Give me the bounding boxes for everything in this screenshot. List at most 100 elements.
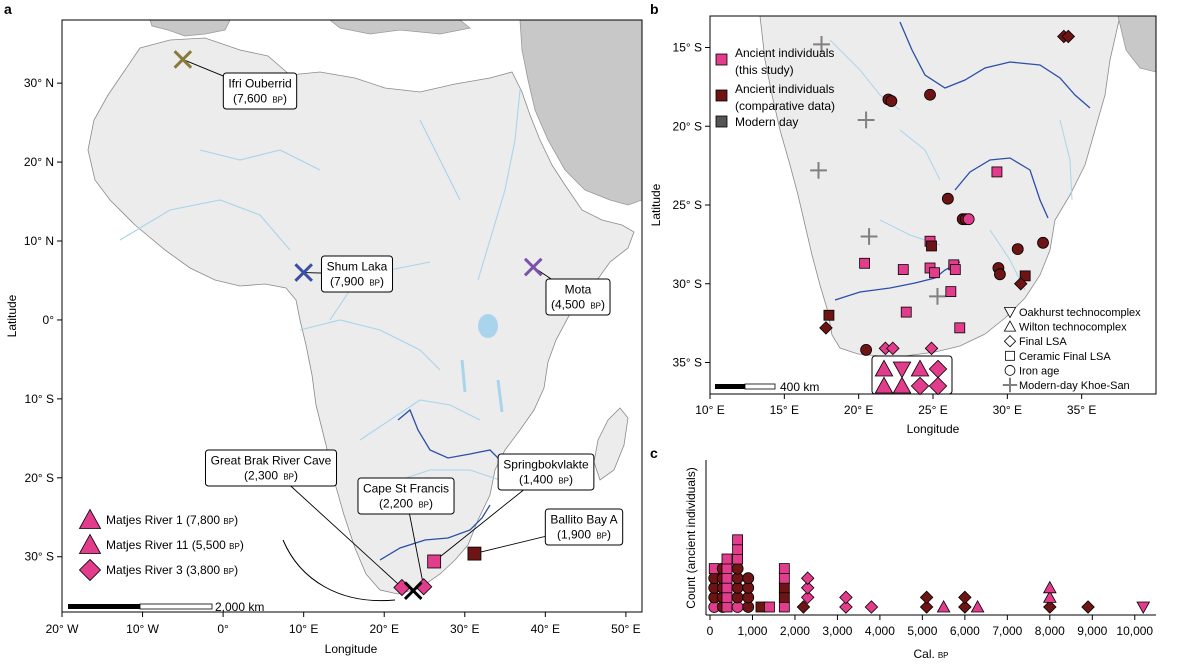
- panel-b-matjes-inset: [871, 355, 953, 396]
- legend-color-swatch: [715, 89, 728, 102]
- count-point-triangle: [1042, 580, 1057, 594]
- map-point-diamond: [1013, 276, 1028, 291]
- legend-shape-label: Ceramic Final LSA: [1019, 351, 1111, 363]
- panel-b-xlabel: Longitude: [907, 422, 960, 436]
- count-point-diamond: [800, 581, 815, 595]
- legend-color-swatch: [715, 53, 728, 66]
- site-label-box: [357, 477, 455, 515]
- site-label-line-1: Cape St Francis: [363, 482, 449, 496]
- site-label-unit: BP: [283, 473, 294, 482]
- site-label-box: [545, 278, 611, 316]
- legend-label-close: ): [240, 538, 244, 552]
- lake-malawi: [496, 379, 504, 413]
- legend-color-label: Ancient individuals: [735, 82, 834, 96]
- panel-a-ytick-label: 30° S: [25, 550, 54, 564]
- panel-a-xtick-label: 30° E: [450, 622, 479, 636]
- panel-c-xaxis: 0 1,000 2,000 3,000 4,000 5,000 6,000 7,000 8,00…: [707, 615, 1153, 638]
- map-point-square: [949, 264, 961, 275]
- panel-b-xtick-label: 35° E: [1067, 403, 1096, 417]
- site-label-age: (1,900: [557, 528, 594, 542]
- site-label-close: ): [294, 469, 298, 483]
- site-label-line-1: Ballito Bay A: [550, 513, 617, 527]
- count-point-square: [732, 553, 744, 565]
- matjes-inset-marker: [928, 376, 948, 396]
- africa-landmass: [87, 37, 635, 595]
- legend-label: Matjes River 11 (5,500 BP): [106, 538, 244, 552]
- count-point-square: [721, 572, 733, 584]
- count-point-diamond: [919, 600, 934, 614]
- zambezi-river: [397, 408, 503, 463]
- legend-marker: [78, 558, 102, 582]
- site-label-unit: BP: [272, 96, 283, 105]
- panel-c-xlabel: Cal. BP: [913, 647, 948, 661]
- count-point-diamond: [800, 571, 815, 585]
- map-point-circle: [941, 192, 954, 205]
- legend-label-unit: BP: [229, 542, 240, 551]
- range-arc: [282, 539, 396, 602]
- count-point-square: [732, 534, 744, 546]
- count-point-square: [778, 563, 790, 574]
- map-point-diamond: [1061, 29, 1076, 44]
- legend-label-close: ): [234, 563, 238, 577]
- site-label-box: [320, 255, 394, 293]
- panel-a-xtick-label: 0°: [217, 622, 229, 636]
- map-point-circle: [994, 268, 1006, 281]
- site-label-line-2: (7,600 BP): [233, 92, 287, 106]
- panel-c-xtick-label: 6,000: [950, 624, 980, 638]
- site-label-line-2: (2,300 BP): [244, 469, 298, 483]
- panel-b-xaxis: 10° E 15° E 20° E 25° E 30° E 35° E: [695, 394, 1096, 417]
- legend-shape-label: Wilton technocomplex: [1019, 322, 1127, 334]
- legend-shape-marker: [1002, 377, 1018, 393]
- site-label: Springbokvlakte(1,400 BP): [497, 453, 595, 491]
- map-point-circle: [924, 88, 936, 101]
- site-connector: [270, 467, 403, 588]
- count-point-square: [721, 553, 733, 565]
- matjes-inset-marker: [910, 376, 930, 396]
- count-point-square: [778, 601, 790, 613]
- site-label-age: (2,300: [244, 469, 281, 483]
- site-label-line-2: (1,400 BP): [519, 473, 573, 487]
- site-marker: [523, 257, 543, 277]
- arabia-landmass: [519, 20, 642, 206]
- panel-b-ytick-label: 25° S: [673, 198, 702, 212]
- matjes-inset-marker: [892, 361, 912, 379]
- panel-b: b 10° E 15° E 20° E 25° E 30° E 35° E 15° S 20…: [649, 1, 1157, 436]
- panel-c-xtick-label: 10,000: [1116, 624, 1153, 638]
- map-point-square: [954, 322, 966, 334]
- site-label-box: [204, 449, 338, 487]
- site-label-unit: BP: [596, 532, 607, 541]
- site-marker: [427, 554, 442, 569]
- panel-c-xlabel-unit: BP: [938, 651, 949, 660]
- map-point-plus: [810, 161, 827, 179]
- legend-label-unit: BP: [223, 567, 234, 576]
- site-label-close: ): [283, 92, 287, 106]
- panel-b-ytick-label: 30° S: [673, 277, 702, 291]
- site-label-age: (4,500: [551, 298, 588, 312]
- site-label-age: (2,200: [379, 497, 416, 511]
- site-label-age: (1,400: [519, 473, 556, 487]
- rivers: [119, 89, 521, 481]
- legend-shape-marker: [1003, 307, 1017, 319]
- map-point-circle: [885, 95, 898, 107]
- panel-a-site-labels: Ifri Ouberrid(7,600 BP)Shum Laka(7,900 B…: [204, 72, 624, 546]
- panel-b-ylabel: Latitude: [649, 183, 663, 226]
- panel-b-yaxis: 15° S 20° S 25° S 30° S 35° S: [673, 41, 710, 370]
- count-point-square: [778, 572, 790, 584]
- count-point-square: [721, 601, 733, 613]
- panel-c-ylabel: Count (ancient individuals): [684, 467, 698, 608]
- map-point-plus: [929, 287, 946, 305]
- panel-a-xtick-label: 20° E: [369, 622, 398, 636]
- panel-c-xtick-label: 4,000: [865, 624, 895, 638]
- legend-shape-label: Iron age: [1019, 365, 1059, 377]
- site-label-close: ): [601, 298, 605, 312]
- site-label: Mota(4,500 BP): [545, 278, 611, 316]
- panel-b-legend-shapes: Oakhurst technocomplex Wilton technocompl…: [1002, 307, 1141, 393]
- panel-b-legend-colors: Ancient individuals (this study) Ancient i…: [715, 46, 835, 129]
- site-label-unit: BP: [590, 302, 601, 311]
- site-label-close: ): [380, 275, 384, 289]
- count-point-diamond: [796, 600, 811, 614]
- legend-label-close: ): [234, 513, 238, 527]
- panel-a-letter: a: [4, 1, 12, 17]
- panel-a-xtick-label: 50° E: [611, 622, 640, 636]
- site-marker: [467, 546, 482, 561]
